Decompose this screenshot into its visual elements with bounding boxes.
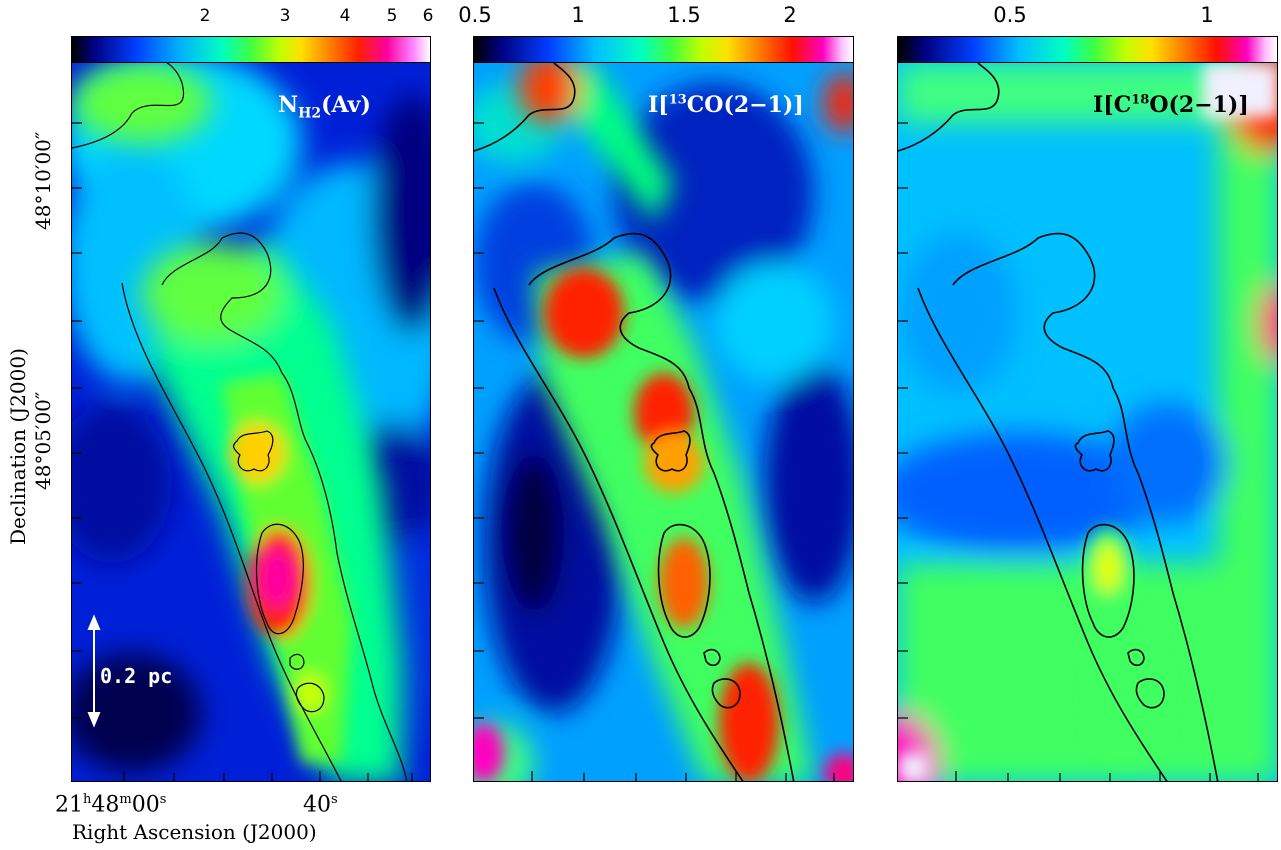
colorbar-nh2 [71, 36, 431, 63]
cbar1-tick-4: 4 [339, 6, 351, 26]
cbar2-tick-1: 1 [571, 3, 585, 27]
colorbar-13co [473, 36, 854, 63]
cbar1-tick-6: 6 [422, 6, 434, 26]
colorbar-c18o [897, 36, 1278, 63]
dec-tick-48-10: 48°10′00″ [31, 131, 55, 230]
title-nh2: NH2(Av) [278, 92, 371, 122]
map-panel-13co [473, 62, 854, 782]
map-panel-c18o [897, 62, 1278, 782]
map-panel-nh2 [71, 62, 431, 782]
cbar1-tick-3: 3 [279, 6, 291, 26]
cbar1-tick-5: 5 [386, 6, 398, 26]
title-c18o: I[C18O(2−1)] [1093, 92, 1249, 118]
cbar2-tick-1.5: 1.5 [667, 3, 701, 27]
ra-axis-label: Right Ascension (J2000) [72, 820, 317, 844]
cbar2-tick-2: 2 [783, 3, 797, 27]
cbar3-tick-1: 1 [1200, 3, 1214, 27]
scale-bar [87, 614, 101, 728]
cbar2-tick-0.5: 0.5 [458, 3, 492, 27]
ra-tick-21h48m00s: 21h48m00s [55, 792, 167, 818]
cbar1-tick-2: 2 [199, 6, 211, 26]
title-13co: I[13CO(2−1)] [648, 92, 804, 118]
ra-tick-40s: 40s [303, 792, 338, 818]
cbar3-tick-0.5: 0.5 [993, 3, 1027, 27]
dec-axis-label: Declination (J2000) [6, 348, 30, 545]
scale-bar-label: 0.2 pc [100, 664, 173, 688]
dec-tick-48-05: 48°05′00″ [31, 391, 55, 490]
